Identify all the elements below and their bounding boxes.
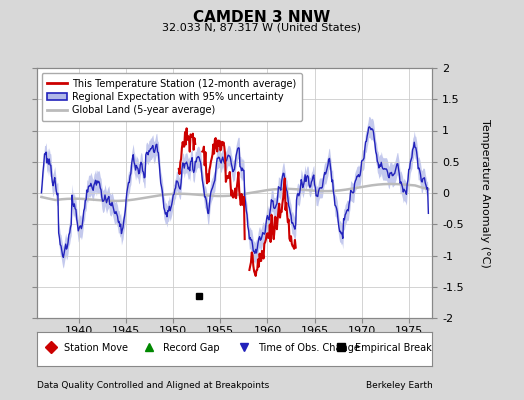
Text: Time of Obs. Change: Time of Obs. Change: [258, 343, 360, 353]
Legend: This Temperature Station (12-month average), Regional Expectation with 95% uncer: This Temperature Station (12-month avera…: [41, 73, 302, 121]
Text: Station Move: Station Move: [64, 343, 128, 353]
Text: Berkeley Earth: Berkeley Earth: [366, 381, 432, 390]
Text: Empirical Break: Empirical Break: [355, 343, 432, 353]
Text: Record Gap: Record Gap: [163, 343, 220, 353]
Text: Data Quality Controlled and Aligned at Breakpoints: Data Quality Controlled and Aligned at B…: [37, 381, 269, 390]
Text: 32.033 N, 87.317 W (United States): 32.033 N, 87.317 W (United States): [162, 22, 362, 32]
Text: CAMDEN 3 NNW: CAMDEN 3 NNW: [193, 10, 331, 25]
Y-axis label: Temperature Anomaly (°C): Temperature Anomaly (°C): [481, 119, 490, 267]
